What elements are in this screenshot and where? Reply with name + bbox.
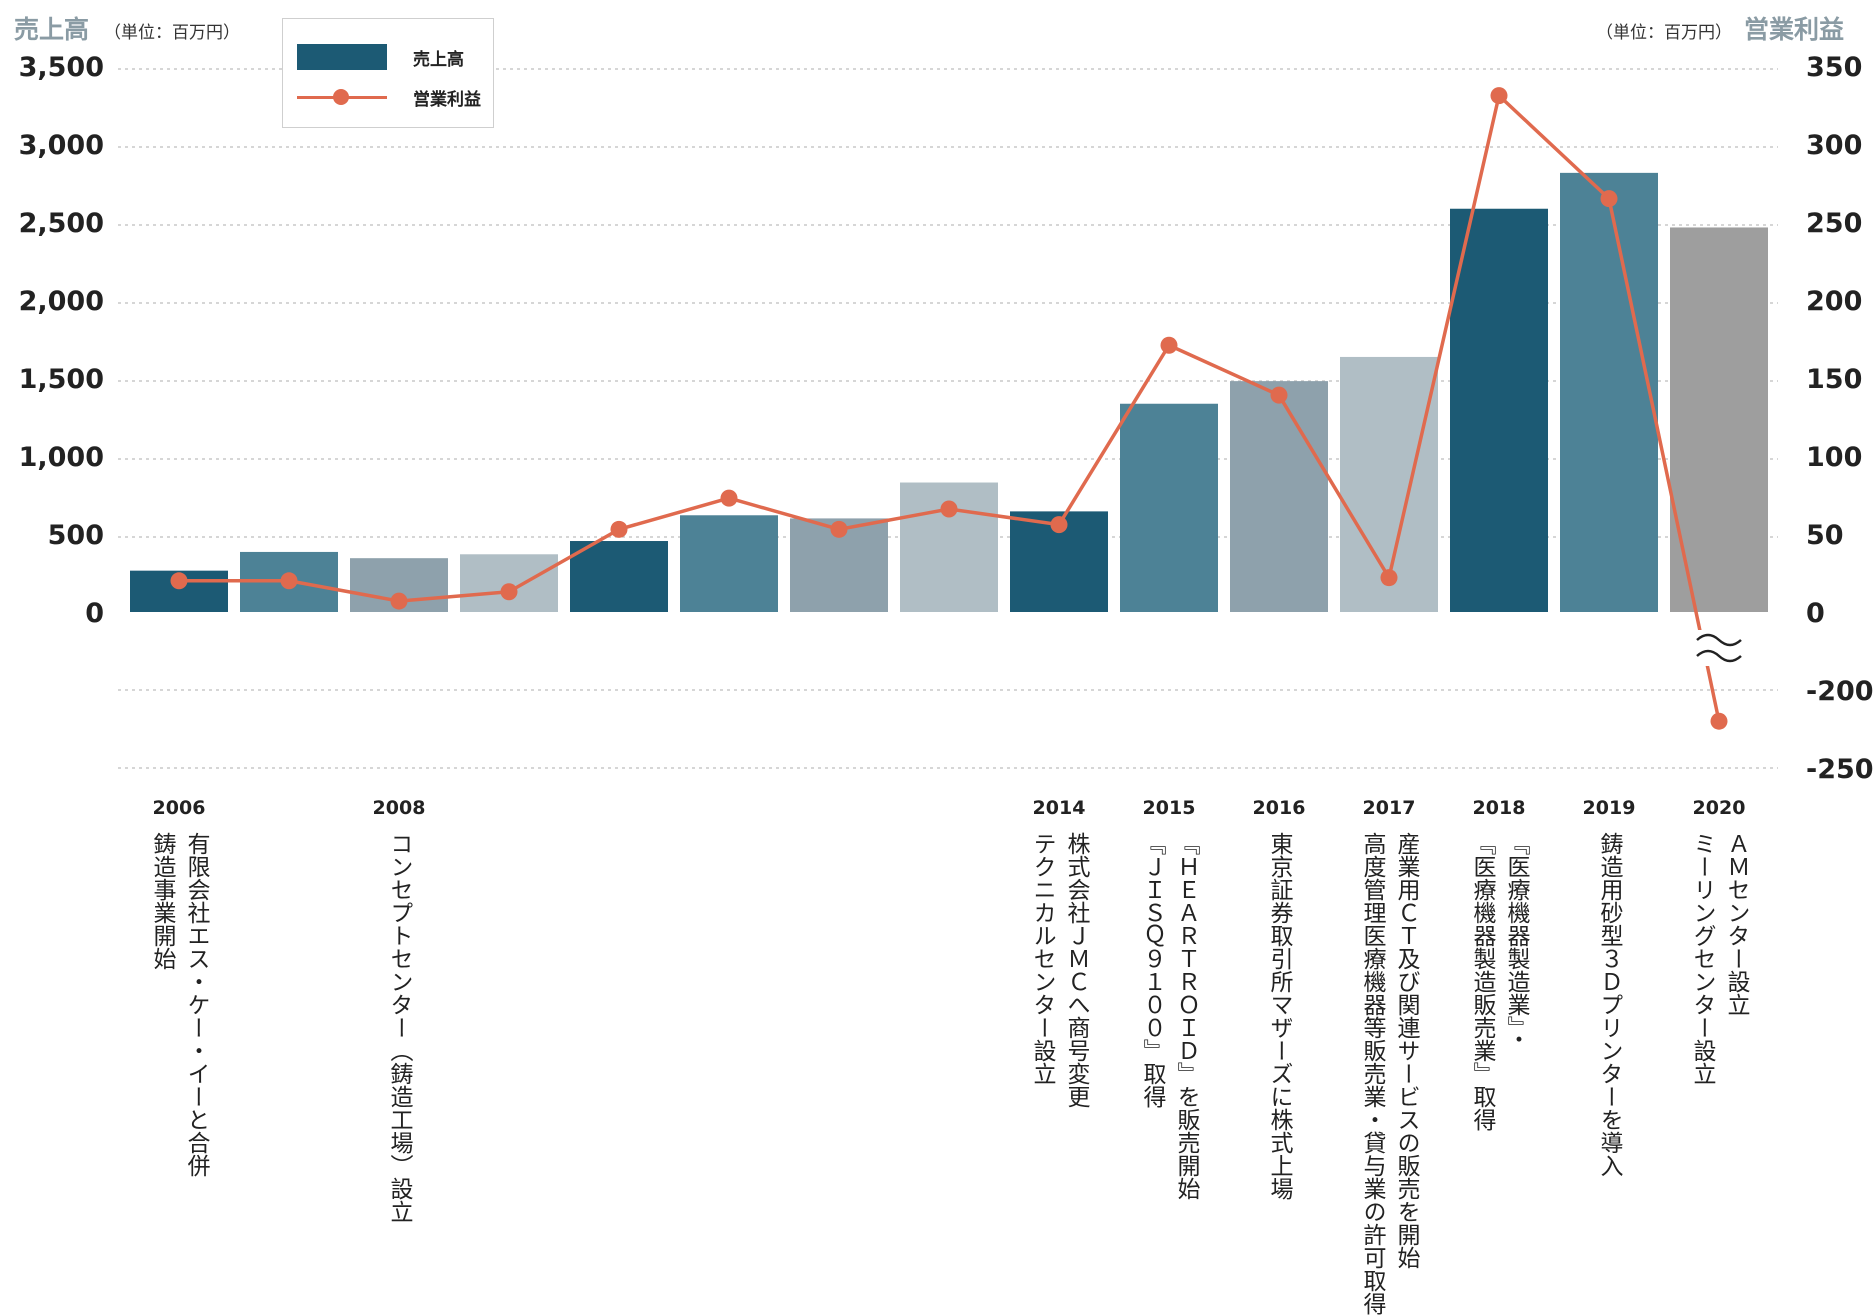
profit-point-2012 [830, 520, 848, 538]
chart-legend: 売上高 営業利益 [282, 18, 494, 128]
break-wave [1696, 649, 1742, 663]
milestone-note-2015: 『ＨＥＡＲＴＲＯＩＤ』を販売開始 『ＪＩＳＱ９１００』取得 [1139, 832, 1199, 1200]
milestone-line: 株式会社ＪＭＣへ商号変更 [1063, 832, 1089, 1108]
year-label-2014: 2014 [1032, 797, 1086, 819]
milestone-line: 鋳造事業開始 [149, 832, 175, 970]
left-tick-label: 3,500 [19, 52, 104, 83]
left-tick-label: 3,000 [19, 130, 104, 161]
milestone-line: 『医療機器製造販売業』取得 [1469, 832, 1495, 1131]
milestone-line: 鋳造用砂型３Ｄプリンターを導入 [1596, 832, 1622, 1177]
right-tick-label: -250 [1806, 754, 1874, 785]
sales-bar-2016 [1230, 381, 1328, 612]
right-tick-label: 250 [1806, 208, 1862, 239]
legend-entry-sales: 売上高 [297, 43, 464, 71]
profit-point-2018 [1490, 87, 1508, 105]
left-axis-title: 売上高 [14, 15, 90, 44]
profit-point-2007 [280, 572, 298, 590]
milestone-note-2006: 有限会社エス・ケー・イーと合併 鋳造事業開始 [149, 832, 209, 1177]
profit-point-2008 [390, 592, 408, 610]
milestone-line: ＡＭセンター設立 [1723, 832, 1749, 1016]
milestone-line: 有限会社エス・ケー・イーと合併 [183, 832, 209, 1177]
profit-point-2019 [1600, 190, 1618, 208]
year-label-2015: 2015 [1142, 797, 1196, 819]
profit-point-2006 [170, 572, 188, 590]
profit-point-2020 [1710, 712, 1728, 730]
profit-point-2010 [610, 520, 628, 538]
left-tick-label: 500 [48, 520, 104, 551]
milestone-line: テクニカルセンター設立 [1029, 832, 1055, 1085]
milestone-line: 産業用ＣＴ及び関連サービスの販売を開始 [1393, 832, 1419, 1269]
milestone-line: ミーリングセンター設立 [1689, 832, 1715, 1085]
profit-point-2013 [940, 500, 958, 518]
year-label-2006: 2006 [152, 797, 206, 819]
milestone-note-2008: コンセプトセンター（鋳造工場）設立 [386, 832, 412, 1223]
left-tick-label: 2,000 [19, 286, 104, 317]
sales-bar-2019 [1560, 172, 1658, 613]
milestone-note-2014: 株式会社ＪＭＣへ商号変更 テクニカルセンター設立 [1029, 832, 1089, 1108]
profit-point-2014 [1050, 516, 1068, 534]
axis-break-mark [1693, 630, 1745, 666]
sales-bars [130, 172, 1768, 613]
milestone-line: コンセプトセンター（鋳造工場）設立 [386, 832, 412, 1223]
break-wave [1696, 633, 1742, 647]
sales-bar-2015 [1120, 403, 1218, 612]
milestone-line: 『ＪＩＳＱ９１００』取得 [1139, 832, 1165, 1108]
year-label-2018: 2018 [1472, 797, 1526, 819]
sales-bar-2018 [1450, 208, 1548, 613]
milestone-note-2017: 産業用ＣＴ及び関連サービスの販売を開始 高度管理医療機器等販売業・貸与業の許可取得 [1359, 832, 1419, 1315]
sales-bar-2011 [680, 515, 778, 612]
right-axis-title: 営業利益 [1744, 15, 1845, 44]
right-tick-label: 150 [1806, 364, 1862, 395]
profit-point-2016 [1270, 386, 1288, 404]
legend-swatch-sales [297, 44, 387, 70]
year-label-2019: 2019 [1582, 797, 1636, 819]
chart-canvas: 3,5003,0002,5002,0001,5001,0005000350300… [19, 52, 1874, 785]
profit-point-2015 [1160, 336, 1178, 354]
milestone-note-2019: 鋳造用砂型３Ｄプリンターを導入 [1596, 832, 1622, 1177]
legend-swatch-profit [297, 84, 387, 110]
right-tick-label: 300 [1806, 130, 1862, 161]
profit-point-2017 [1380, 569, 1398, 587]
left-tick-label: 1,000 [19, 442, 104, 473]
right-tick-label: 0 [1806, 598, 1825, 629]
left-axis-unit: （単位：百万円） [104, 23, 240, 43]
year-label-2008: 2008 [372, 797, 426, 819]
legend-entry-profit: 営業利益 [297, 83, 481, 111]
milestone-note-2016: 東京証券取引所マザーズに株式上場 [1266, 832, 1292, 1200]
right-axis-unit: （単位：百万円） [1596, 23, 1732, 43]
profit-line [170, 87, 1728, 730]
axis-ticks: 3,5003,0002,5002,0001,5001,0005000350300… [19, 52, 1874, 785]
legend-label-sales: 売上高 [413, 49, 464, 70]
year-label-2016: 2016 [1252, 797, 1306, 819]
left-tick-label: 2,500 [19, 208, 104, 239]
legend-label-profit: 営業利益 [413, 89, 481, 110]
milestone-line: 高度管理医療機器等販売業・貸与業の許可取得 [1359, 832, 1385, 1315]
milestone-line: 東京証券取引所マザーズに株式上場 [1266, 832, 1292, 1200]
sales-bar-2020 [1670, 227, 1768, 612]
milestone-line: 『ＨＥＡＲＴＲＯＩＤ』を販売開始 [1173, 832, 1199, 1200]
milestone-note-2020: ＡＭセンター設立 ミーリングセンター設立 [1689, 832, 1749, 1085]
left-tick-label: 0 [85, 598, 104, 629]
sales-bar-2009 [460, 554, 558, 612]
milestone-line: 『医療機器製造業』・ [1503, 832, 1529, 1051]
profit-point-2011 [720, 489, 738, 507]
year-label-2017: 2017 [1362, 797, 1416, 819]
sales-bar-2010 [570, 541, 668, 612]
milestone-note-2018: 『医療機器製造業』・ 『医療機器製造販売業』取得 [1469, 832, 1529, 1131]
right-tick-label: -200 [1806, 676, 1874, 707]
break-mask [1693, 630, 1745, 666]
right-tick-label: 200 [1806, 286, 1862, 317]
right-tick-label: 100 [1806, 442, 1862, 473]
left-tick-label: 1,500 [19, 364, 104, 395]
right-tick-label: 50 [1806, 520, 1844, 551]
year-label-2020: 2020 [1692, 797, 1746, 819]
right-tick-label: 350 [1806, 52, 1862, 83]
profit-point-2009 [500, 583, 518, 601]
